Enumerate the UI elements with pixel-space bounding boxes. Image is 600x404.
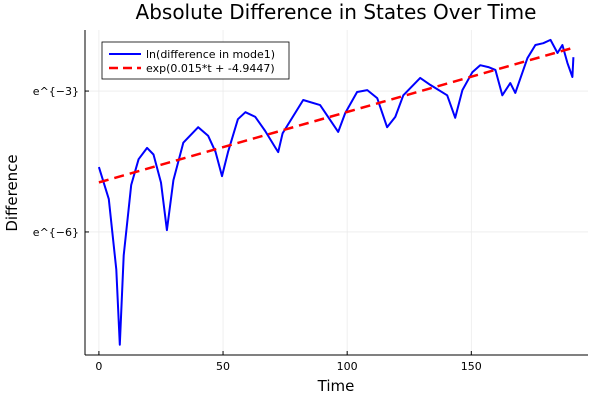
grid [85, 30, 588, 355]
legend-label-0: ln(difference in mode1) [146, 48, 275, 61]
x-tick-label: 50 [216, 360, 230, 373]
x-tick-label: 150 [461, 360, 482, 373]
y-tick-label: e^{−6} [33, 226, 79, 239]
chart-title: Absolute Difference in States Over Time [136, 0, 537, 24]
legend-box [101, 41, 290, 80]
series-line-exp-fit [98, 47, 571, 184]
x-tick-label: 100 [337, 360, 358, 373]
series-line-ln-difference [97, 38, 575, 346]
legend: ln(difference in mode1) exp(0.015*t + -4… [101, 41, 290, 80]
x-axis-label: Time [317, 377, 355, 395]
y-tick-label: e^{−3} [33, 85, 79, 98]
y-axis-label: Difference [3, 154, 21, 231]
x-tick-label: 0 [95, 360, 102, 373]
legend-label-1: exp(0.015*t + -4.9447) [146, 62, 275, 75]
